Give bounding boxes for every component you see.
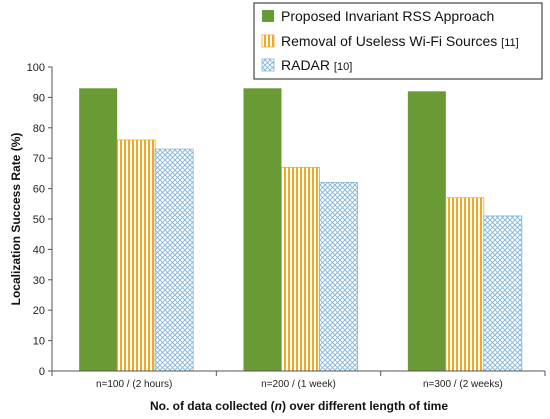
y-tick-label: 0 [39,366,45,378]
legend-entry-radar: RADAR [10] [261,57,352,73]
legend: Proposed Invariant RSS Approach Removal … [253,2,543,80]
x-tick-label: n=300 / (2 weeks) [423,379,503,390]
bar-radar [319,182,358,372]
legend-swatch-radar [261,58,275,72]
bar-radar [483,215,523,372]
legend-box [253,2,543,80]
bars-group [79,88,523,372]
y-tick-label: 80 [33,123,45,135]
y-tick-label: 90 [33,92,45,104]
y-tick-label: 30 [33,275,45,287]
y-tick-label: 70 [33,153,45,165]
bar-removal [116,139,156,372]
x-axis-title: No. of data collected (n) over different… [150,399,448,413]
x-tick-label: n=200 / (1 week) [261,379,336,390]
y-axis-title: Localization Success Rate (%) [9,133,23,306]
bar-proposed [243,88,282,371]
legend-label-removal: Removal of Useless Wi-Fi Sources [11] [281,33,519,49]
y-tick-label: 60 [33,184,45,196]
legend-label-radar: RADAR [10] [281,57,352,73]
bar-proposed [407,91,446,371]
x-axis-title-part: ) over different length of time [282,399,448,413]
bar-removal [281,166,320,372]
y-axis: 0 10 20 30 40 50 60 70 80 90 100 [27,62,53,378]
x-tick-label: n=100 / (2 hours) [96,379,172,390]
x-axis: n=100 / (2 hours) n=200 / (1 week) n=300 /… [51,370,546,390]
bar-radar [154,148,194,372]
bar-proposed [79,88,118,371]
legend-entry-proposed: Proposed Invariant RSS Approach [262,8,494,24]
legend-label-proposed: Proposed Invariant RSS Approach [281,8,494,24]
y-tick-label: 50 [33,214,45,226]
legend-swatch-proposed [262,10,274,22]
y-tick-label: 10 [33,336,45,348]
legend-swatch-removal [261,34,275,48]
y-tick-label: 100 [27,62,45,74]
x-axis-title-variable: n [275,399,282,413]
x-axis-title-part: No. of data collected ( [150,399,275,413]
y-tick-label: 40 [33,244,45,256]
legend-entry-removal: Removal of Useless Wi-Fi Sources [11] [261,33,519,49]
y-tick-label: 20 [33,305,45,317]
bar-removal [445,197,485,372]
